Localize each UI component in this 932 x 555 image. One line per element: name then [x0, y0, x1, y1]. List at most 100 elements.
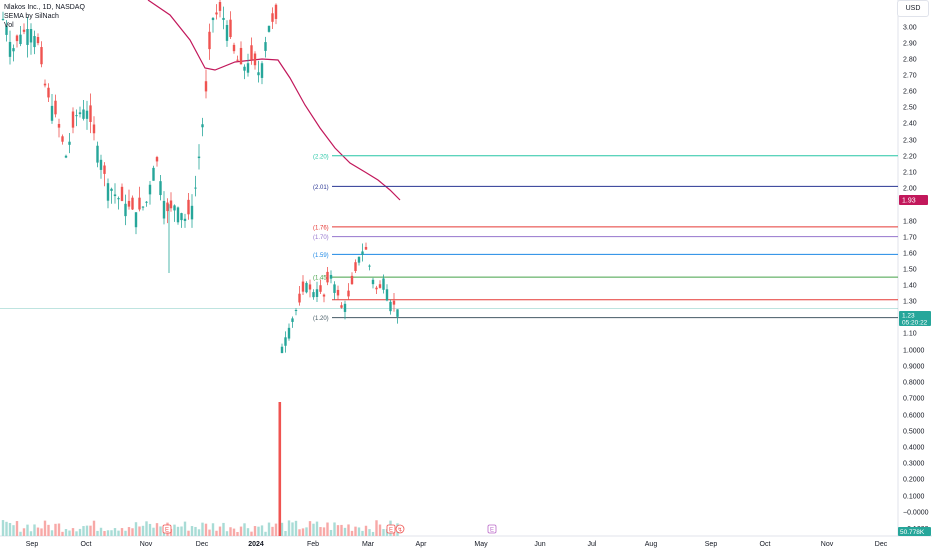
last-price-badge	[899, 311, 931, 326]
candle-body	[29, 29, 33, 43]
candle-body	[5, 25, 8, 35]
price-tick-label: 2.50	[903, 105, 917, 112]
candle-body	[22, 29, 26, 32]
candle-body	[371, 279, 375, 285]
candle-body	[162, 200, 166, 219]
volume-bar	[117, 530, 120, 536]
volume-bar	[312, 523, 315, 536]
candle-body	[43, 83, 47, 86]
price-tick-label: 0.1000	[903, 494, 925, 501]
volume-bar	[250, 531, 253, 536]
dividend-marker	[395, 524, 405, 534]
volume-bar	[152, 527, 155, 536]
candle-body	[40, 47, 43, 65]
candle-body	[141, 206, 145, 208]
volume-bar	[225, 531, 229, 536]
price-tick-label: 2.30	[903, 138, 917, 145]
price-tick-label: 1.0000	[903, 348, 925, 355]
candle-body	[89, 105, 92, 122]
event-markers: E E E ↯	[162, 524, 497, 534]
volume-bar	[68, 530, 71, 536]
candle-body	[99, 159, 103, 170]
volume-bar	[229, 527, 232, 536]
volume-bar	[340, 524, 343, 536]
volume-bar	[336, 525, 340, 536]
candle-body	[298, 293, 301, 303]
volume-bar	[232, 528, 236, 536]
level-label: (1.20)	[313, 316, 329, 322]
volume-bar	[294, 520, 298, 536]
volume-bar	[85, 525, 89, 536]
legend-symbol[interactable]: Nlakos Inc., 1D, NASDAQ	[4, 4, 85, 11]
currency-button[interactable]: USD	[897, 0, 929, 17]
volume-bar	[319, 527, 322, 536]
level-lines: (2.20) (2.01) (1.76) (1.70) (1.59) (1.45) (1.2…	[313, 154, 898, 322]
candle-body	[357, 256, 361, 263]
level-label: (1.45)	[313, 276, 329, 282]
volume-bar	[96, 530, 99, 536]
price-tick-label: 2.40	[903, 121, 917, 128]
candle-body	[75, 115, 78, 117]
candle-body	[287, 327, 291, 339]
candle-body	[389, 301, 392, 312]
candles	[1, 0, 399, 354]
candle-body	[180, 213, 183, 221]
volume-bar	[145, 521, 148, 536]
volume-bar	[57, 523, 61, 536]
candle-body	[50, 105, 54, 121]
price-tick-label: 2.60	[903, 89, 917, 96]
volume-bar	[159, 526, 162, 536]
earnings-marker	[386, 524, 396, 534]
volume-bar	[298, 529, 301, 536]
volume-bar	[78, 528, 82, 536]
candle-body	[375, 287, 378, 290]
volume-bar	[33, 524, 36, 536]
price-tick-label: 1.30	[903, 299, 917, 306]
candle-body	[232, 44, 236, 52]
candle-body	[54, 100, 57, 115]
volume-bar	[176, 526, 180, 536]
volume-bar	[357, 527, 361, 536]
time-tick-label: Aug	[645, 541, 658, 548]
volume-bar	[148, 523, 152, 536]
volume-bar	[264, 531, 267, 536]
legend-volume[interactable]: Vol	[4, 22, 14, 29]
price-tick-label: 0.2000	[903, 477, 925, 484]
candle-body	[329, 274, 333, 279]
price-tick-label: 2.80	[903, 57, 917, 64]
candle-body	[308, 284, 312, 290]
candle-body	[152, 167, 155, 181]
candle-body	[1, 18, 5, 20]
volume-bar	[315, 521, 319, 536]
volume-bar	[329, 529, 333, 536]
volume-bar	[291, 522, 294, 536]
price-tick-label: 0.7000	[903, 396, 925, 403]
legend-sema-indicator[interactable]: SEMA by SilNach	[4, 13, 59, 20]
volume-bar	[19, 531, 22, 536]
candle-body	[274, 4, 278, 19]
time-tick-label: Oct	[81, 541, 92, 548]
last-price-label: 1.23	[902, 313, 915, 320]
volume-bar	[322, 527, 326, 536]
candle-body	[260, 63, 264, 78]
candle-body	[264, 42, 267, 51]
candle-body	[236, 59, 239, 61]
candle-body	[166, 202, 169, 212]
candle-body	[68, 141, 71, 145]
time-tick-label: Jul	[588, 541, 597, 548]
volume-bar	[36, 527, 40, 536]
candle-body	[222, 17, 225, 20]
candle-body	[15, 35, 19, 42]
price-tick-label: 1.70	[903, 235, 917, 242]
volume-bar	[8, 522, 12, 536]
candle-body	[294, 310, 298, 312]
candle-body	[215, 12, 218, 15]
sema-price-badge	[899, 195, 928, 205]
volume-bar	[180, 526, 183, 536]
volume-bar	[26, 524, 29, 536]
candle-body	[155, 157, 159, 162]
volume-bar	[278, 402, 282, 536]
volume-bar	[89, 525, 92, 536]
